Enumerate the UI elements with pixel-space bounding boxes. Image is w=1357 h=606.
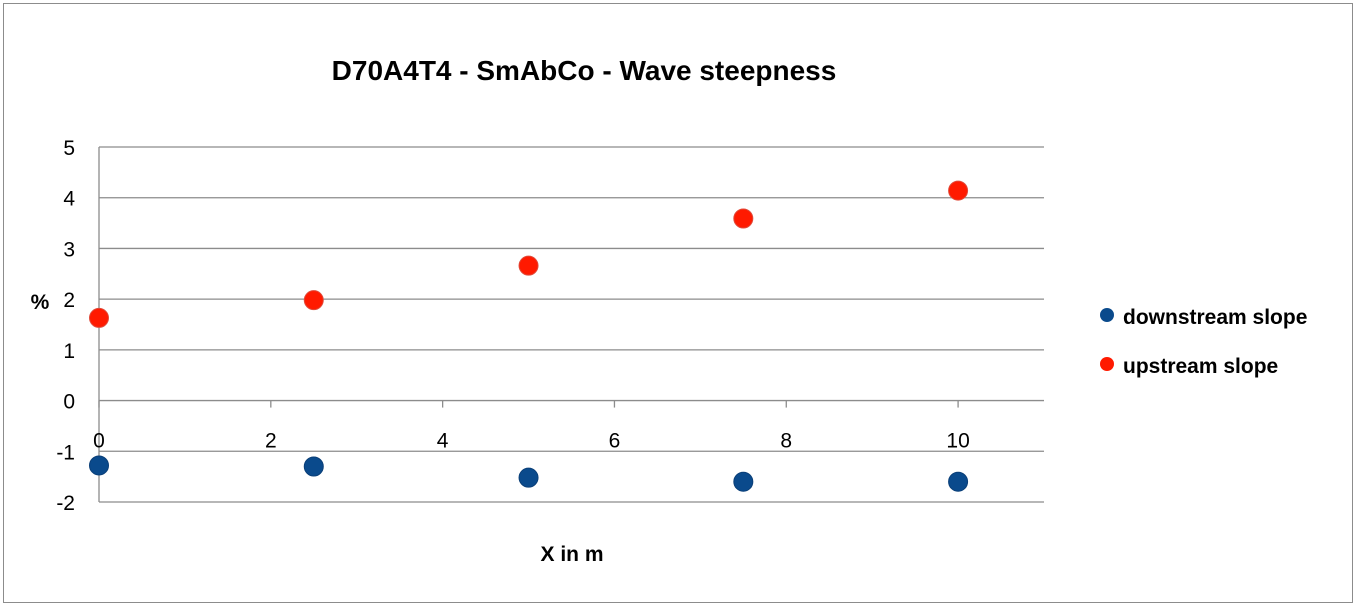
legend-label: upstream slope — [1123, 355, 1278, 378]
legend-label: downstream slope — [1123, 306, 1307, 329]
scatter-chart: D70A4T4 - SmAbCo - Wave steepness 543210… — [31, 55, 1308, 566]
y-tick-label: 4 — [63, 188, 75, 211]
y-tick-label: 2 — [63, 289, 75, 312]
data-point — [89, 307, 109, 328]
y-tick-label: -2 — [56, 492, 75, 515]
x-tick-label: 10 — [946, 430, 969, 453]
legend: downstream slope upstream slope — [1100, 306, 1307, 378]
data-point — [948, 180, 969, 201]
x-tick-label: 8 — [780, 430, 792, 453]
x-tick-label: 4 — [437, 430, 449, 453]
y-tick-label: 3 — [63, 238, 75, 261]
data-point — [303, 456, 324, 477]
data-points — [89, 180, 969, 492]
data-point — [733, 471, 754, 492]
chart-title: D70A4T4 - SmAbCo - Wave steepness — [332, 55, 837, 86]
legend-marker — [1100, 308, 1114, 322]
y-tick-label: 0 — [63, 391, 75, 414]
x-tick-label: 0 — [93, 430, 105, 453]
data-point — [733, 208, 754, 229]
data-point — [89, 455, 109, 476]
y-tick-label: 5 — [63, 137, 75, 160]
grid-lines — [99, 146, 1044, 503]
legend-marker — [1100, 357, 1114, 371]
data-point — [518, 255, 539, 276]
y-tick-label: -1 — [56, 441, 75, 464]
data-point — [518, 467, 539, 488]
y-axis-label: % — [31, 291, 50, 314]
y-tick-label: 1 — [63, 340, 75, 363]
data-point — [303, 290, 324, 311]
data-point — [948, 471, 969, 492]
axes — [98, 147, 1044, 502]
x-tick-label: 2 — [265, 430, 277, 453]
x-tick-label: 6 — [609, 430, 621, 453]
x-axis-label: X in m — [540, 543, 603, 566]
